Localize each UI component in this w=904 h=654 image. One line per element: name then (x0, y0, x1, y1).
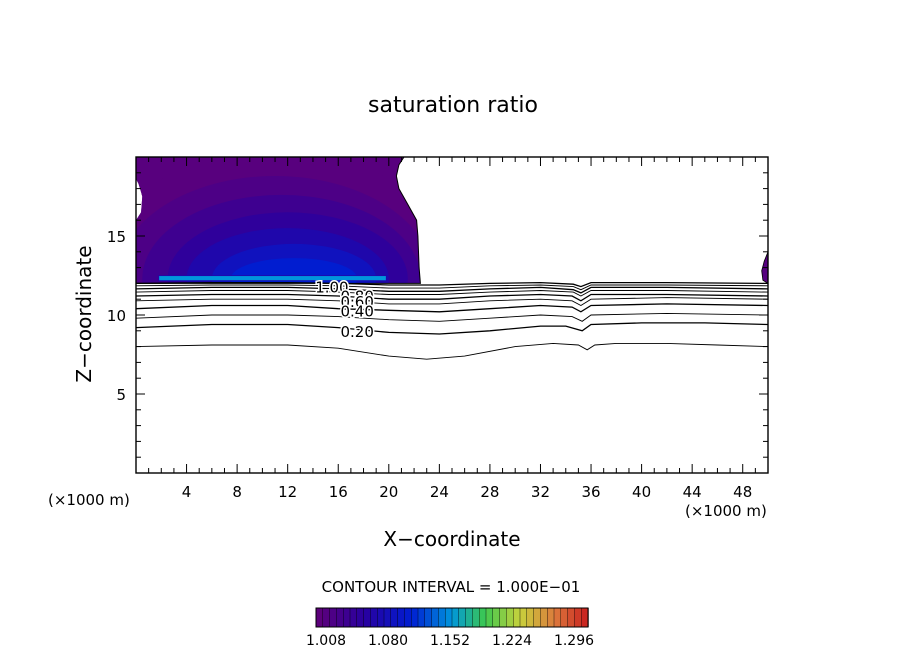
x-tick-label: 8 (232, 483, 242, 501)
x-unit-label-left: (×1000 m) (48, 491, 130, 509)
contour-line (136, 281, 768, 288)
colorbar-cell (404, 607, 412, 628)
contour-line (136, 342, 768, 360)
x-tick-label: 36 (581, 483, 600, 501)
colorbar-cell (322, 607, 331, 628)
y-axis-label: Z−coordinate (72, 245, 96, 382)
colorbar-cell (465, 607, 474, 628)
colorbar-label: 1.152 (430, 633, 470, 649)
colorbar-cell (329, 607, 338, 628)
x-tick-label: 12 (278, 483, 297, 501)
x-tick-label: 44 (683, 483, 702, 501)
x-axis-label: X−coordinate (383, 527, 520, 551)
colorbar-cell (513, 607, 521, 628)
contour-line (136, 286, 768, 294)
colorbar-label: 1.080 (368, 633, 408, 649)
colorbar-cell (519, 607, 528, 628)
contour-interval-text: CONTOUR INTERVAL = 1.000E−01 (322, 578, 581, 596)
colorbar-cell (553, 607, 562, 628)
contour-label: 0.40 (340, 302, 373, 320)
contour-label: 1.00 (315, 279, 348, 297)
colorbar-cell (499, 607, 508, 628)
contour-line (136, 312, 768, 322)
colorbar-label: 1.296 (554, 633, 594, 649)
x-tick-label: 16 (329, 483, 348, 501)
colorbar-cell (479, 607, 487, 628)
colorbar-cell (438, 607, 446, 628)
contour-line (136, 293, 768, 302)
colorbar-cell (485, 607, 494, 628)
x-tick-label: 28 (480, 483, 499, 501)
colorbar-frame (315, 607, 589, 628)
colorbar-cell (315, 607, 324, 628)
colorbar-cell (574, 607, 582, 628)
colorbar-cell (506, 607, 514, 628)
x-tick-label: 32 (531, 483, 550, 501)
colorbar-cell (383, 607, 392, 628)
colorbar-label: 1.224 (492, 633, 532, 649)
colorbar-cell (431, 607, 440, 628)
colorbar-cell (336, 607, 344, 628)
colorbar-cell (560, 607, 569, 628)
colorbar-cell (526, 607, 535, 628)
colorbar-cell (349, 607, 358, 628)
x-tick-label: 20 (379, 483, 398, 501)
colorbar-cell (451, 607, 460, 628)
colorbar-cell (370, 607, 378, 628)
colorbar-cell (390, 607, 399, 628)
x-unit-label-right: (×1000 m) (685, 502, 767, 520)
colorbar-cell (417, 607, 426, 628)
y-tick-label: 15 (107, 228, 126, 246)
colorbar-cell (458, 607, 467, 628)
colorbar-cell (343, 607, 351, 628)
y-tick-label: 5 (116, 386, 126, 404)
colorbar-cell (492, 607, 501, 628)
x-tick-label: 4 (182, 483, 192, 501)
colorbar-cell (356, 607, 365, 628)
y-tick-label: 10 (107, 307, 126, 325)
supersat-hotspot (158, 275, 387, 282)
contour-line (136, 290, 768, 297)
contour-label: 0.60 (340, 293, 373, 311)
colorbar-cell (363, 607, 372, 628)
colorbar-cell (445, 607, 453, 628)
x-tick-label: 24 (430, 483, 449, 501)
contour-line (136, 322, 768, 335)
colorbar-cell (533, 607, 542, 628)
colorbar-cell (472, 607, 480, 628)
colorbar-cell (397, 607, 406, 628)
colorbar-cell (411, 607, 419, 628)
colorbar-cell (540, 607, 548, 628)
colorbar-cell (377, 607, 385, 628)
colorbar-cell (424, 607, 433, 628)
colorbar (315, 607, 589, 628)
colorbar-label: 1.008 (306, 633, 346, 649)
supersat-bands (136, 157, 421, 284)
contour-line (136, 303, 768, 313)
contour-line (136, 297, 768, 307)
colorbar-cell (547, 607, 555, 628)
contour-label: 0.80 (340, 287, 373, 305)
x-tick-label: 48 (733, 483, 752, 501)
contour-label: 0.20 (340, 323, 373, 341)
contour-line (136, 284, 768, 291)
colorbar-cell (581, 607, 589, 628)
x-tick-label: 40 (632, 483, 651, 501)
chart-title: saturation ratio (368, 93, 538, 118)
colorbar-cell (567, 607, 576, 628)
